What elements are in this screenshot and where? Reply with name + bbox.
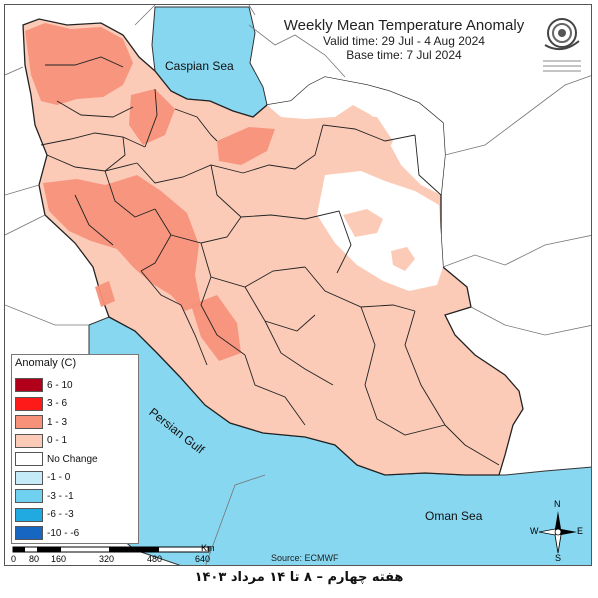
legend-item: 1 - 3 xyxy=(15,414,67,430)
anomaly-1-3-alborz xyxy=(217,127,275,165)
title-block: Weekly Mean Temperature Anomaly Valid ti… xyxy=(275,17,533,62)
anomaly-1-3-north xyxy=(129,89,175,145)
scale-tick-0: 0 xyxy=(11,554,17,564)
legend-swatch xyxy=(15,433,43,448)
legend-swatch xyxy=(15,507,43,522)
legend-label: 0 - 1 xyxy=(47,435,68,446)
no-change-zone-northeast xyxy=(267,77,445,195)
compass-rose: N S E W xyxy=(530,499,584,563)
iran-map xyxy=(5,5,591,565)
anomaly-1-3-zagros xyxy=(43,175,201,311)
legend-item: No Change xyxy=(15,451,98,467)
legend-swatch xyxy=(15,415,43,429)
compass-s: S xyxy=(555,553,562,563)
persian-caption: هفته چهارم – ۸ تا ۱۴ مرداد ۱۴۰۳ xyxy=(194,570,404,585)
neighbor-borders xyxy=(5,5,591,565)
legend-swatch xyxy=(15,378,43,392)
map-title: Weekly Mean Temperature Anomaly xyxy=(283,17,525,34)
scale-tick-80: 80 xyxy=(29,554,40,564)
anomaly-1-3-west xyxy=(95,281,115,307)
warm-patch-east xyxy=(343,209,383,237)
valid-time: Valid time: 29 Jul - 4 Aug 2024 xyxy=(323,34,485,48)
oman-sea-label: Oman Sea xyxy=(425,509,483,523)
legend-label: No Change xyxy=(47,453,98,465)
legend-title: Anomaly (C) xyxy=(15,357,77,369)
warm-patch-east-2 xyxy=(391,247,415,271)
province-borders xyxy=(40,56,500,466)
legend-item: -6 - -3 xyxy=(15,507,74,523)
legend-item: -10 - -6 xyxy=(15,525,79,541)
scale-tick-320: 320 xyxy=(99,554,115,564)
base-time: Base time: 7 Jul 2024 xyxy=(346,48,462,62)
legend-swatch xyxy=(15,396,43,411)
legend-label: -3 - -1 xyxy=(47,490,74,502)
scale-tick-640: 640 xyxy=(195,554,211,564)
legend-swatch xyxy=(15,526,43,540)
legend-label: -10 - -6 xyxy=(47,527,80,539)
compass-n: N xyxy=(554,499,561,509)
legend-item: -1 - 0 xyxy=(15,470,70,486)
legend-label: 3 - 6 xyxy=(47,398,68,409)
map-frame: Weekly Mean Temperature Anomaly Valid ti… xyxy=(4,4,592,566)
legend: Anomaly (C) 6 - 10 3 - 6 1 - 3 0 - 1 No Chan… xyxy=(11,354,139,544)
legend-item: 3 - 6 xyxy=(15,396,67,412)
compass-e: E xyxy=(577,526,584,536)
scale-unit: Km xyxy=(201,543,215,553)
legend-label: -1 - 0 xyxy=(47,472,71,483)
legend-item: 6 - 10 xyxy=(15,377,73,393)
scale-bar: 0 80 160 320 480 640 Km xyxy=(11,543,221,565)
legend-label: 1 - 3 xyxy=(47,416,68,428)
logo-emblem xyxy=(535,13,589,81)
anomaly-1-3-fars xyxy=(191,295,241,361)
legend-label: 6 - 10 xyxy=(47,379,73,391)
legend-item: -3 - -1 xyxy=(15,488,74,504)
legend-swatch xyxy=(15,470,43,485)
legend-item: 0 - 1 xyxy=(15,433,67,449)
scale-tick-480: 480 xyxy=(147,554,163,564)
warm-patch-ne xyxy=(347,115,393,169)
source-label: Source: ECMWF xyxy=(271,553,339,563)
legend-swatch xyxy=(15,489,43,503)
compass-w: W xyxy=(530,526,539,536)
legend-label: -6 - -3 xyxy=(47,509,74,520)
scale-tick-160: 160 xyxy=(51,554,67,564)
caspian-sea-label: Caspian Sea xyxy=(165,59,234,73)
legend-swatch xyxy=(15,452,43,466)
